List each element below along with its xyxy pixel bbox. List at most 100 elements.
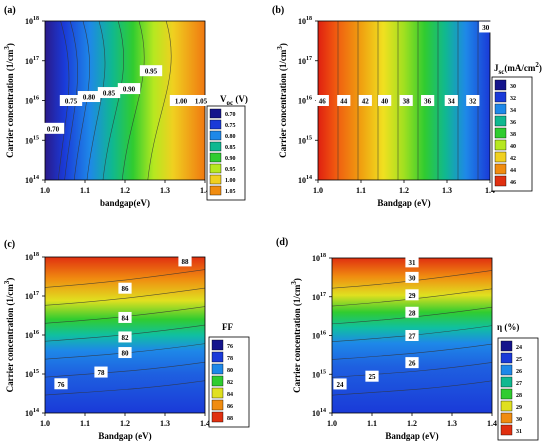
legend-swatch — [209, 130, 222, 141]
legend-level: 27 — [516, 381, 522, 387]
contour-label-box — [378, 95, 392, 106]
contour-line — [331, 343, 493, 360]
contour-label: 40 — [381, 98, 389, 106]
legend-title: FF — [222, 322, 233, 332]
contour-line — [331, 380, 493, 396]
contour-label-box — [54, 378, 68, 390]
contour-label-box — [405, 271, 419, 283]
legend-swatch — [494, 91, 507, 103]
legend-level: 46 — [510, 180, 516, 186]
y-tick-base: 10 — [312, 370, 320, 379]
contour-label: 86 — [122, 285, 130, 293]
y-tick-base: 10 — [25, 97, 33, 106]
y-tick-label: 1015 — [298, 135, 312, 145]
x-tick-label: 1.2 — [399, 186, 409, 195]
contour-label: 30 — [409, 274, 417, 282]
legend-title-sup: 2 — [535, 61, 539, 69]
y-tick-label: 1016 — [25, 330, 39, 340]
legend-level: 76 — [227, 344, 233, 350]
legend-level: 28 — [516, 393, 522, 399]
y-tick-base: 10 — [25, 57, 33, 66]
y-label-sup: 3 — [3, 46, 11, 50]
y-tick-exponent: 14 — [33, 408, 39, 414]
x-tick-label: 1.3 — [442, 186, 452, 195]
contour-label-box — [178, 255, 192, 267]
y-tick-exponent: 17 — [33, 291, 39, 297]
contour-line — [44, 380, 206, 396]
contour-label-box — [315, 95, 329, 106]
contour-label: 25 — [369, 373, 377, 381]
contour-line — [57, 20, 70, 181]
contour-label-box — [405, 256, 419, 268]
contour-label: 80 — [122, 350, 130, 358]
contour-label-box — [405, 330, 419, 341]
panel-label: (a) — [4, 5, 16, 16]
y-tick-label: 1015 — [25, 135, 39, 145]
legend-level: 80 — [227, 368, 233, 374]
panel-0: 1.0 1.1 1.2 1.3 1.410141015101610171018bandg… — [3, 5, 248, 208]
y-tick-exponent: 14 — [33, 175, 39, 181]
legend-swatch — [494, 163, 507, 175]
legend-swatch — [209, 174, 222, 185]
legend-title-sub: oc — [227, 99, 234, 107]
y-tick-exponent: 17 — [306, 56, 312, 62]
contour-label-box — [118, 347, 132, 359]
legend-swatch — [211, 351, 224, 363]
y-tick-exponent: 15 — [33, 369, 39, 375]
panel-3: 1.0 1.1 1.2 1.3 1.410141015101610171018Bandg… — [276, 237, 539, 441]
y-tick-exponent: 17 — [320, 292, 326, 298]
y-tick-base: 10 — [298, 136, 306, 145]
legend-title-sub: sc — [499, 68, 505, 76]
contour-label-box — [444, 95, 458, 106]
legend-level: 44 — [510, 168, 516, 174]
x-tick-label: 1.3 — [447, 419, 457, 428]
legend-level: 40 — [510, 144, 516, 150]
y-tick-base: 10 — [25, 331, 33, 340]
legend-swatch — [209, 108, 222, 119]
contour-label: 0.90 — [123, 86, 136, 94]
y-tick-label: 1017 — [312, 292, 326, 302]
contour-label: 28 — [409, 309, 417, 317]
contour-label: 0.85 — [103, 90, 116, 98]
legend-title: η (%) — [497, 322, 519, 332]
contour-label-box — [399, 95, 413, 106]
y-tick-exponent: 15 — [33, 135, 39, 141]
legend-level: 0.85 — [225, 145, 236, 151]
y-axis-label: Carrier concentration (1/cm3) — [3, 278, 15, 393]
y-tick-label: 1015 — [25, 369, 39, 379]
y-tick-exponent: 18 — [306, 16, 312, 22]
contour-label-box — [97, 87, 121, 99]
contour-label-box — [139, 65, 163, 77]
panel-2: 1.0 1.1 1.2 1.3 1.410141015101610171018Bandg… — [3, 239, 250, 441]
panel-label: (b) — [272, 5, 284, 16]
y-label-sup: 3 — [290, 281, 298, 285]
y-tick-exponent: 15 — [320, 369, 326, 375]
y-tick-base: 10 — [312, 293, 320, 302]
contour-label-box — [118, 282, 132, 294]
y-tick-base: 10 — [298, 176, 306, 185]
contour-label: 26 — [409, 360, 417, 368]
legend-swatch — [209, 185, 222, 196]
contour-label: 46 — [319, 98, 327, 106]
x-tick-label: 1.4 — [200, 186, 210, 195]
y-tick-exponent: 18 — [320, 253, 326, 259]
y-tick-label: 1016 — [298, 96, 312, 106]
y-axis-label: Carrier concentration (1/cm3) — [290, 278, 302, 393]
contour-line — [64, 20, 78, 181]
contour-label: 38 — [403, 98, 411, 106]
y-tick-exponent: 18 — [33, 252, 39, 258]
y-tick-exponent: 14 — [320, 408, 326, 414]
y-tick-label: 1018 — [312, 253, 326, 263]
x-tick-label: 1.0 — [40, 419, 50, 428]
legend-swatch — [500, 376, 513, 388]
y-tick-base: 10 — [25, 370, 33, 379]
y-label-main: Carrier concentration (1/cm — [292, 284, 302, 393]
x-tick-label: 1.4 — [485, 186, 495, 195]
legend-swatch — [211, 339, 224, 351]
contour-label: 82 — [122, 334, 130, 342]
legend-level: 88 — [227, 416, 233, 422]
y-tick-base: 10 — [312, 332, 320, 341]
y-tick-base: 10 — [298, 17, 306, 26]
contour-label: 31 — [409, 259, 417, 267]
